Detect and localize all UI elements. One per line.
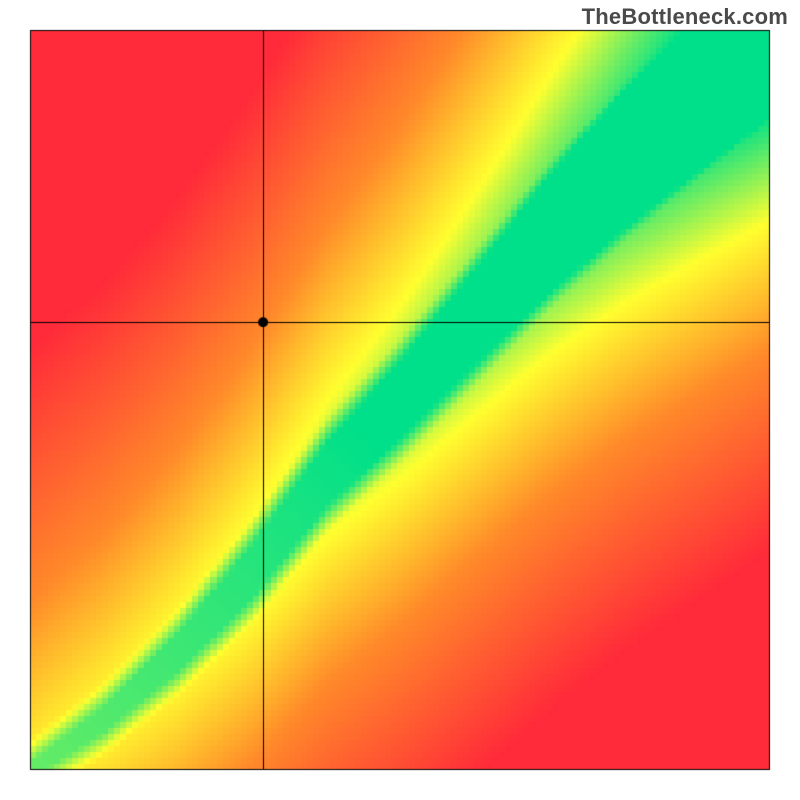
watermark-label: TheBottleneck.com [582, 4, 788, 30]
